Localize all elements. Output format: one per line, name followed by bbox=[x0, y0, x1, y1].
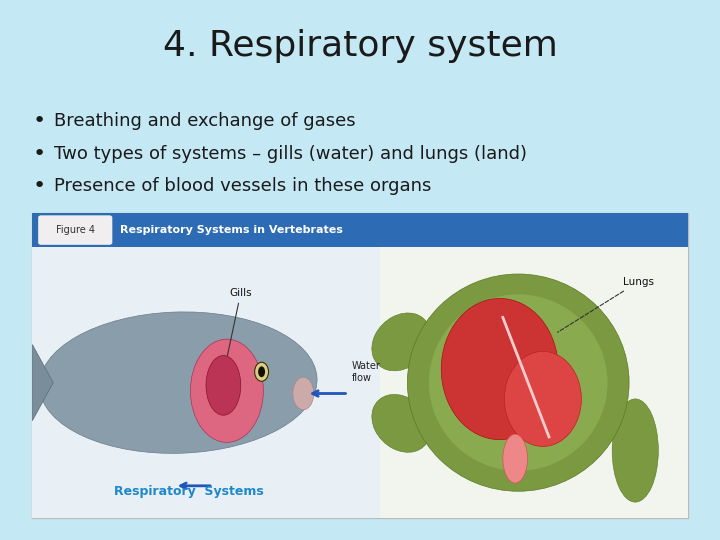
Ellipse shape bbox=[441, 299, 558, 440]
Text: •: • bbox=[33, 176, 46, 197]
Ellipse shape bbox=[206, 355, 240, 415]
Polygon shape bbox=[32, 345, 53, 421]
Ellipse shape bbox=[258, 366, 265, 377]
Ellipse shape bbox=[255, 362, 269, 381]
Text: Presence of blood vessels in these organs: Presence of blood vessels in these organ… bbox=[54, 177, 431, 195]
Bar bbox=[379, 247, 688, 518]
Bar bbox=[32, 247, 379, 518]
Ellipse shape bbox=[372, 394, 431, 453]
Ellipse shape bbox=[190, 339, 264, 442]
FancyBboxPatch shape bbox=[32, 213, 688, 518]
Text: 4. Respiratory system: 4. Respiratory system bbox=[163, 29, 557, 63]
Text: Lungs: Lungs bbox=[557, 277, 654, 332]
Ellipse shape bbox=[505, 352, 581, 447]
Ellipse shape bbox=[293, 377, 314, 410]
Text: Respiratory  Systems: Respiratory Systems bbox=[114, 485, 264, 498]
Ellipse shape bbox=[372, 313, 431, 371]
Text: •: • bbox=[33, 111, 46, 132]
Ellipse shape bbox=[408, 274, 629, 491]
Bar bbox=[32, 213, 688, 247]
FancyBboxPatch shape bbox=[38, 215, 112, 245]
Text: Two types of systems – gills (water) and lungs (land): Two types of systems – gills (water) and… bbox=[54, 145, 527, 163]
Ellipse shape bbox=[612, 399, 658, 502]
Text: Figure 4: Figure 4 bbox=[55, 225, 95, 235]
Text: Breathing and exchange of gases: Breathing and exchange of gases bbox=[54, 112, 356, 131]
Text: Water
flow: Water flow bbox=[352, 361, 381, 382]
Ellipse shape bbox=[503, 434, 528, 483]
Ellipse shape bbox=[40, 312, 317, 454]
Text: Respiratory Systems in Vertebrates: Respiratory Systems in Vertebrates bbox=[120, 225, 343, 235]
Ellipse shape bbox=[429, 294, 608, 471]
Text: Gills: Gills bbox=[228, 288, 252, 355]
Text: •: • bbox=[33, 144, 46, 164]
